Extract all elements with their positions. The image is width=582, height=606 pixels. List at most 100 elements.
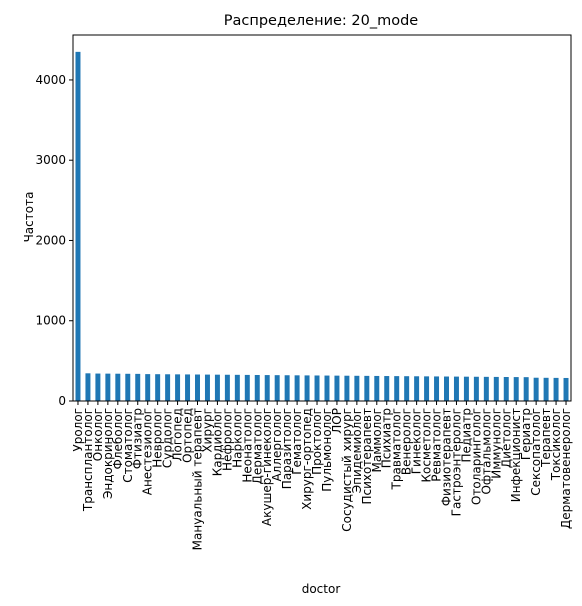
bar [444, 376, 449, 401]
y-tick-label: 4000 [35, 73, 66, 87]
y-tick-label: 1000 [35, 314, 66, 328]
x-tick-label: Гериатр [519, 408, 533, 460]
bar [264, 375, 270, 401]
x-tick-label: Стоматолог [121, 408, 135, 483]
x-tick-label: Гематолог [290, 408, 304, 475]
bar [314, 375, 320, 401]
bar [414, 376, 420, 401]
bar [125, 373, 131, 401]
bar [354, 375, 360, 401]
bar [244, 374, 250, 401]
x-tick-label: Психиатр [380, 408, 394, 468]
x-tick-label: Проктолог [310, 408, 324, 475]
x-tick-label: Токсиколог [549, 408, 563, 481]
y-axis-label: Частота [22, 192, 36, 243]
bar [374, 375, 380, 401]
bar [473, 376, 479, 401]
x-tick-label: Флеболог [111, 408, 125, 469]
x-tick-label: Трансплантолог [81, 408, 95, 512]
bar [304, 375, 310, 401]
x-tick-label: Эндокринолог [101, 408, 115, 499]
bar [274, 375, 280, 401]
plot-frame [72, 34, 572, 402]
bar [533, 377, 539, 401]
y-tick-label: 3000 [35, 153, 66, 167]
bar [155, 374, 161, 401]
bar [224, 374, 230, 401]
bar [503, 377, 509, 401]
bar [105, 373, 111, 401]
bar [175, 374, 181, 401]
x-tick-label: Сурдолог [161, 408, 175, 468]
x-tick-label: Фтизиатр [131, 408, 145, 469]
x-tick-label: Хирург [200, 408, 214, 453]
x-tick-label: Гастроэнтеролог [449, 408, 463, 516]
bar [493, 376, 499, 401]
x-ticks-group: УрологТрансплантологОнкологЭндокринологФ… [71, 401, 573, 550]
x-tick-label: Анестезиолог [141, 408, 155, 495]
x-tick-label: ЛОР [330, 408, 344, 434]
bar [185, 374, 191, 401]
x-tick-label: Аллерголог [270, 408, 284, 482]
x-tick-label: Сексопатолог [529, 408, 543, 496]
bar [364, 375, 370, 401]
x-tick-label: Травматолог [390, 408, 404, 490]
x-tick-label: Невролог [151, 408, 165, 468]
bar [453, 376, 459, 401]
y-tick-label: 0 [58, 394, 66, 408]
bar [115, 373, 121, 401]
x-tick-label: Нарколог [230, 408, 244, 468]
bars-group [75, 51, 569, 402]
x-tick-label: Физиотерапевт [440, 408, 454, 506]
bar [135, 373, 141, 401]
bar [334, 375, 340, 401]
chart-title: Распределение: 20_mode [224, 13, 419, 29]
bar [563, 377, 569, 401]
bar [483, 376, 489, 401]
x-tick-label: Акушер-гинеколог [260, 408, 274, 526]
bar [324, 375, 330, 401]
x-axis-label: doctor [302, 582, 341, 596]
x-tick-label: Косметолог [420, 408, 434, 483]
x-tick-label: Пульмонолог [320, 408, 334, 492]
bar [145, 374, 151, 401]
y-tick-label: 2000 [35, 233, 66, 247]
x-tick-label: Сосудистый хирург [340, 408, 354, 532]
bar [85, 373, 91, 401]
x-tick-label: Психотерапевт [360, 408, 374, 505]
bar [434, 376, 440, 401]
bar [165, 374, 171, 401]
x-tick-label: Маммолог [370, 408, 384, 472]
x-tick-label: Офтальмолог [479, 408, 493, 495]
x-tick-label: Уролог [71, 408, 85, 452]
bar [404, 376, 410, 401]
x-tick-label: Нефролог [220, 408, 234, 471]
bar [424, 376, 430, 401]
bar [254, 374, 260, 401]
x-tick-label: Педиатр [459, 408, 473, 462]
x-tick-label: Мануальный терапевт [191, 408, 205, 550]
x-tick-label: Хирург-ортопед [300, 408, 314, 510]
x-tick-label: Диетолог [499, 408, 513, 468]
bar [75, 51, 81, 402]
bar [463, 376, 469, 401]
bar [553, 377, 559, 401]
x-tick-label: Инфекционист [509, 408, 523, 502]
bar [95, 373, 101, 401]
x-tick-label: Логопед [171, 408, 185, 462]
bar [284, 375, 290, 401]
x-tick-label: Кардиолог [210, 408, 224, 476]
bar [204, 374, 210, 401]
bar [195, 374, 200, 401]
x-tick-label: Паразитолог [280, 408, 294, 489]
x-tick-label: Терапевт [539, 408, 553, 468]
bar [234, 374, 240, 401]
bar [294, 375, 300, 401]
bar [214, 374, 220, 401]
x-tick-label: Эпидемиолог [350, 408, 364, 493]
x-tick-label: Неонатолог [240, 408, 254, 483]
bar [543, 377, 549, 401]
bar [513, 377, 519, 401]
x-tick-label: Дерматолог [250, 408, 264, 484]
